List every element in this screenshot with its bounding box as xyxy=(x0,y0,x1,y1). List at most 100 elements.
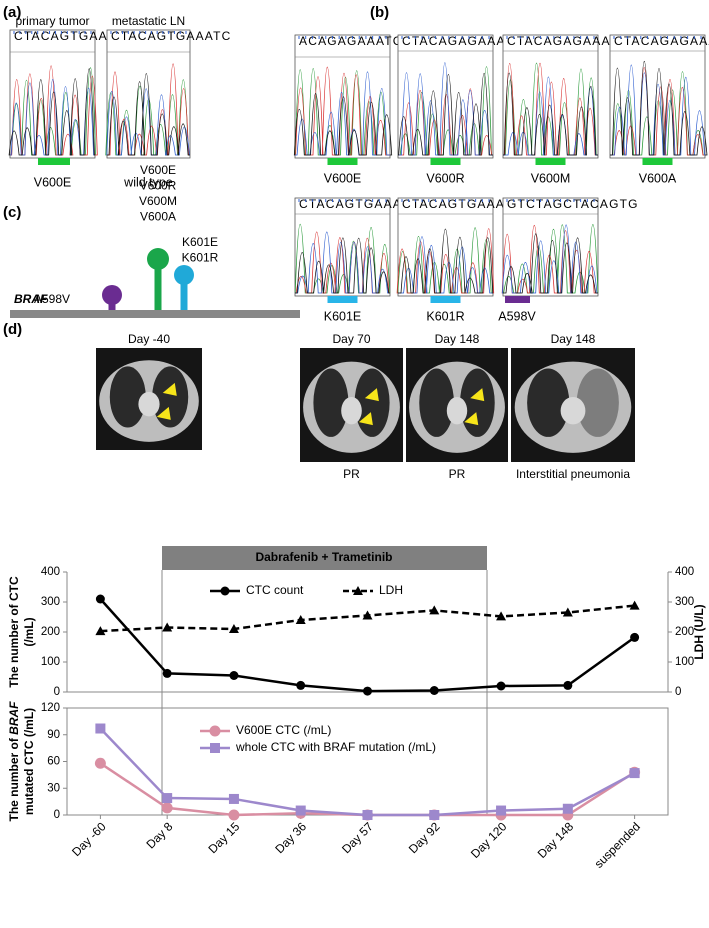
y-tick-label: 60 xyxy=(47,756,60,768)
data-point xyxy=(220,586,230,596)
data-point xyxy=(630,632,640,642)
ct-lung xyxy=(576,368,619,437)
y-axis-label-part: The number of CTC xyxy=(7,576,21,688)
data-point xyxy=(228,809,240,821)
trace xyxy=(503,72,598,156)
x-tick-label: Day 15 xyxy=(206,819,243,856)
data-point xyxy=(95,594,105,604)
data-point xyxy=(362,810,373,820)
ct-heart xyxy=(138,391,160,417)
gene-bar xyxy=(10,310,300,318)
scan-day: Day 70 xyxy=(332,332,370,346)
panel-label: (c) xyxy=(3,204,21,221)
y2-tick-label: 200 xyxy=(675,626,694,638)
trace xyxy=(8,68,95,156)
data-point xyxy=(162,622,173,632)
ct-heart xyxy=(446,397,468,425)
scan-response: PR xyxy=(449,467,466,481)
data-point xyxy=(209,725,221,737)
panel-label: (b) xyxy=(370,4,389,21)
ct-heart xyxy=(341,397,362,425)
trace xyxy=(293,93,393,156)
ct-lung xyxy=(109,366,146,428)
sequence: CTACAGAGAAATC xyxy=(402,34,523,48)
legend-label: whole CTC with BRAF mutation (/mL) xyxy=(235,740,436,754)
data-point xyxy=(496,681,506,691)
series-line xyxy=(99,762,636,817)
y-tick-label: 90 xyxy=(47,729,60,741)
arrowhead xyxy=(162,382,177,396)
treatment-label: Dabrafenib + Trametinib xyxy=(255,550,392,564)
data-point xyxy=(353,586,363,595)
scan-day: Day 148 xyxy=(551,332,596,346)
y-axis-label-part: mutated CTC (/mL) xyxy=(22,708,36,815)
y-tick-label: 300 xyxy=(41,596,60,608)
data-point xyxy=(296,680,306,690)
data-point xyxy=(562,607,573,617)
data-point xyxy=(363,686,372,696)
trace xyxy=(398,236,493,294)
panel-label: (a) xyxy=(3,4,21,21)
mutation-bar xyxy=(535,158,566,165)
mutation-name: K601R xyxy=(182,251,219,265)
scan-day: Day -40 xyxy=(128,332,170,346)
ct-lung xyxy=(313,368,349,437)
y-tick-label: 100 xyxy=(41,656,60,668)
data-point xyxy=(162,668,172,678)
legend-label: V600E CTC (/mL) xyxy=(236,723,331,737)
plot-frame xyxy=(66,707,669,816)
y-axis-label-part: The number of xyxy=(7,735,21,822)
scan-day: Day 148 xyxy=(435,332,480,346)
lollipop-head xyxy=(174,265,194,285)
y-tick-label: 0 xyxy=(54,686,60,698)
trace xyxy=(398,66,493,156)
data-point xyxy=(362,610,373,620)
data-point xyxy=(629,768,640,779)
mutation-name: A598V xyxy=(34,292,70,306)
mutation-result: K601E xyxy=(324,309,362,323)
sequence: ACAGAGAAATC xyxy=(299,34,403,48)
ct-lung xyxy=(419,368,454,437)
gene-name: BRAF xyxy=(14,292,48,306)
trace xyxy=(295,237,390,294)
x-tick-label: Day 8 xyxy=(143,819,175,851)
lollipop-head xyxy=(102,285,122,305)
mutation-name: V600E xyxy=(140,163,176,177)
data-point xyxy=(94,757,106,769)
trace xyxy=(503,233,598,294)
ct-heart xyxy=(560,397,586,425)
mutation-name: V600M xyxy=(139,194,177,208)
mutation-name: K601E xyxy=(182,235,218,249)
y-axis-label-part: (/mL) xyxy=(22,617,36,646)
y-tick-label: 120 xyxy=(41,702,60,714)
trace xyxy=(610,64,705,156)
mutation-result: A598V xyxy=(498,309,536,323)
data-point xyxy=(429,605,440,615)
trace xyxy=(398,62,493,156)
data-point xyxy=(95,626,106,636)
data-point xyxy=(228,793,239,804)
data-point xyxy=(429,686,439,695)
sequence: CTACAGTGAAATC xyxy=(111,29,232,43)
y-tick-label: 200 xyxy=(41,626,60,638)
x-tick-label: suspended xyxy=(592,819,643,870)
treatment-bar xyxy=(162,546,487,570)
scan-response: Interstitial pneumonia xyxy=(516,467,630,481)
mutation-result: V600E xyxy=(34,175,72,189)
x-tick-label: Day 57 xyxy=(339,819,376,856)
mutation-bar xyxy=(327,296,358,303)
x-tick-label: Day 148 xyxy=(535,819,577,861)
trace xyxy=(295,66,390,156)
mutation-result: V600A xyxy=(639,171,677,185)
x-tick-label: Day 92 xyxy=(406,819,443,856)
mutation-result: V600M xyxy=(531,171,571,185)
chromatogram-frame xyxy=(609,34,706,159)
x-tick-label: Day 36 xyxy=(272,819,309,856)
trace xyxy=(610,60,708,156)
data-point xyxy=(629,600,640,610)
y-axis-label-part: BRAF xyxy=(7,701,21,735)
data-point xyxy=(563,680,573,690)
sequence: CTACAGAGAAATC xyxy=(614,34,709,48)
trace xyxy=(295,71,390,156)
